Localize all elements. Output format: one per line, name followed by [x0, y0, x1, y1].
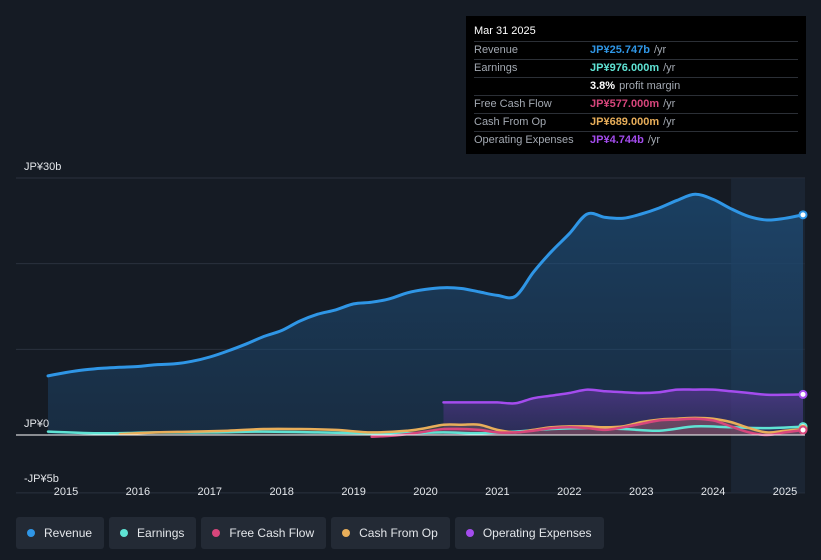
legend-item-revenue[interactable]: Revenue [16, 517, 105, 549]
revenue-end-point [798, 210, 808, 220]
revenue-area [48, 194, 803, 435]
legend-item-earnings[interactable]: Earnings [109, 517, 197, 549]
x-tick-label: 2022 [557, 486, 581, 498]
tooltip-label: Revenue [474, 44, 519, 56]
free-cash-flow-end-point [798, 425, 808, 435]
tooltip-value: 3.8% [590, 80, 616, 92]
x-tick-label: 2020 [413, 486, 437, 498]
operating-expenses-line [442, 388, 805, 405]
tooltip: Mar 31 2025 Revenue JP¥25.747b /yr Earni… [466, 16, 806, 154]
x-tick-label: 2016 [126, 486, 150, 498]
tooltip-label: Free Cash Flow [474, 98, 552, 110]
tooltip-row-cash-from-op: Cash From Op JP¥689.000m /yr [474, 113, 798, 131]
revenue-dot-icon [27, 529, 35, 537]
tooltip-unit: /yr [663, 116, 676, 128]
tooltip-unit: /yr [647, 134, 661, 146]
legend-item-operating-expenses[interactable]: Operating Expenses [454, 517, 604, 549]
cash-from-op-dot-icon [342, 529, 351, 537]
tooltip-row-profit-margin: 3.8% profit margin [474, 77, 798, 95]
y-tick-label: JP¥0 [24, 418, 49, 430]
tooltip-unit: /yr [663, 98, 676, 110]
legend-label: Revenue [44, 526, 93, 540]
tooltip-label [474, 78, 590, 95]
x-tick-label: 2024 [701, 486, 725, 498]
tooltip-unit: profit margin [619, 80, 681, 92]
legend-label: Operating Expenses [482, 526, 592, 540]
tooltip-date: Mar 31 2025 [474, 25, 536, 37]
x-tick-label: 2015 [54, 486, 78, 498]
legend-label: Cash From Op [359, 526, 438, 540]
tooltip-value: JP¥689.000m [590, 116, 660, 128]
x-tick-label: 2023 [629, 486, 653, 498]
revenue-line [46, 192, 805, 378]
legend-item-free-cash-flow[interactable]: Free Cash Flow [201, 517, 327, 549]
legend-item-cash-from-op[interactable]: Cash From Op [331, 517, 450, 549]
x-tick-label: 2018 [269, 486, 293, 498]
operating-expenses-area [443, 389, 803, 435]
tooltip-label: Operating Expenses [474, 134, 574, 146]
free-cash-flow-line [370, 417, 805, 438]
tooltip-value: JP¥577.000m [590, 98, 660, 110]
tooltip-row-revenue: Revenue JP¥25.747b /yr [474, 41, 798, 59]
tooltip-row-operating-expenses: Operating Expenses JP¥4.744b /yr [474, 131, 798, 149]
tooltip-value: JP¥25.747b [590, 44, 650, 56]
x-tick-label: 2021 [485, 486, 509, 498]
earnings-dot-icon [120, 529, 129, 537]
legend-label: Free Cash Flow [229, 526, 315, 540]
operating-expenses-dot-icon [465, 529, 474, 537]
x-tick-label: 2019 [341, 486, 365, 498]
legend: Revenue Earnings Free Cash Flow Cash Fro… [16, 517, 604, 549]
tooltip-unit: /yr [653, 44, 667, 56]
y-tick-label: -JP¥5b [24, 473, 59, 485]
free-cash-flow-dot-icon [212, 529, 221, 537]
tooltip-row-free-cash-flow: Free Cash Flow JP¥577.000m /yr [474, 95, 798, 113]
tooltip-unit: /yr [663, 62, 676, 74]
x-tick-label: 2025 [773, 486, 797, 498]
tooltip-value: JP¥4.744b [590, 134, 644, 146]
tooltip-value: JP¥976.000m [590, 62, 660, 74]
tooltip-row-earnings: Earnings JP¥976.000m /yr [474, 59, 798, 77]
operating-expenses-end-point [798, 389, 808, 399]
x-tick-label: 2017 [198, 486, 222, 498]
y-tick-label: JP¥30b [24, 161, 61, 173]
tooltip-label: Cash From Op [474, 116, 547, 128]
tooltip-label: Earnings [474, 62, 518, 74]
legend-label: Earnings [137, 526, 185, 540]
